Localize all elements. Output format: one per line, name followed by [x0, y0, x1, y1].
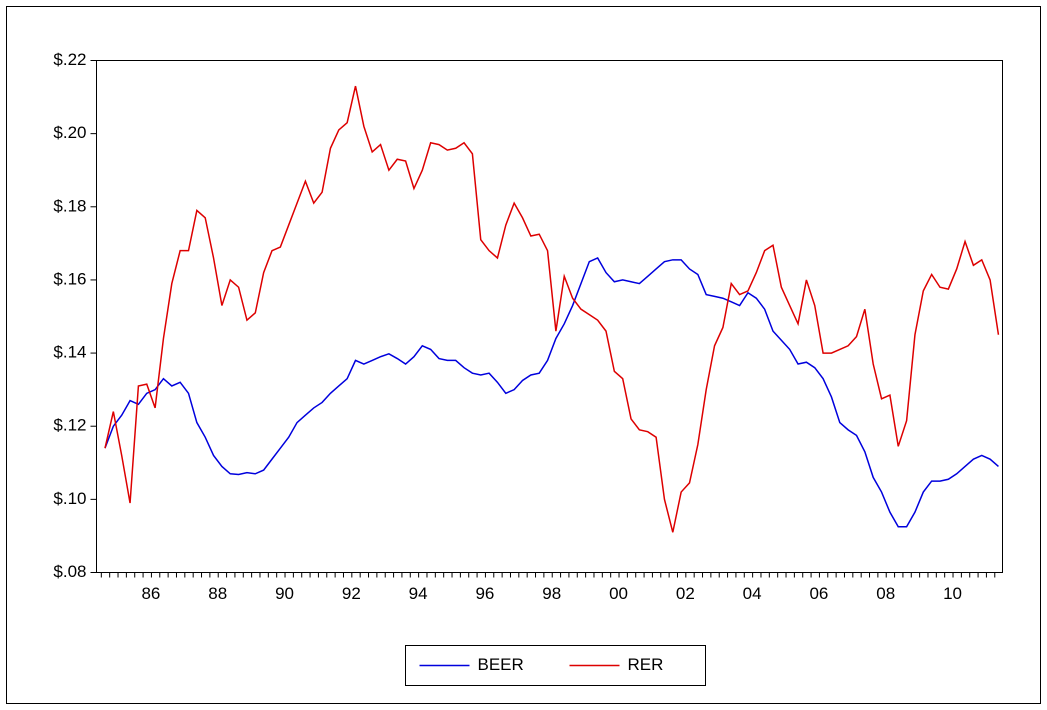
y-tick-label: $.16: [53, 269, 86, 288]
x-tick-label: 04: [743, 584, 762, 603]
y-tick-label: $.18: [53, 196, 86, 215]
x-tick-label: 00: [609, 584, 628, 603]
x-tick-label: 86: [141, 584, 160, 603]
y-tick-label: $.20: [53, 123, 86, 142]
y-tick-label: $.22: [53, 50, 86, 69]
y-tick-label: $.10: [53, 489, 86, 508]
x-tick-label: 88: [208, 584, 227, 603]
x-tick-label: 98: [542, 584, 561, 603]
x-tick-label: 06: [809, 584, 828, 603]
x-tick-label: 08: [876, 584, 895, 603]
line-0: [104, 257, 999, 528]
legend-label: RER: [628, 655, 664, 674]
legend-label: BEER: [478, 655, 524, 674]
x-tick-label: 94: [409, 584, 428, 603]
y-tick-label: $.08: [53, 562, 86, 581]
x-tick-label: 90: [275, 584, 294, 603]
x-tick-label: 92: [342, 584, 361, 603]
x-tick-label: 10: [943, 584, 962, 603]
x-tick-label: 96: [475, 584, 494, 603]
outer-frame: [6, 6, 1041, 704]
y-tick-label: $.14: [53, 343, 86, 362]
plot-frame: [96, 60, 1003, 573]
line-1: [104, 85, 1000, 533]
x-tick-label: 02: [676, 584, 695, 603]
y-tick-label: $.12: [53, 416, 86, 435]
